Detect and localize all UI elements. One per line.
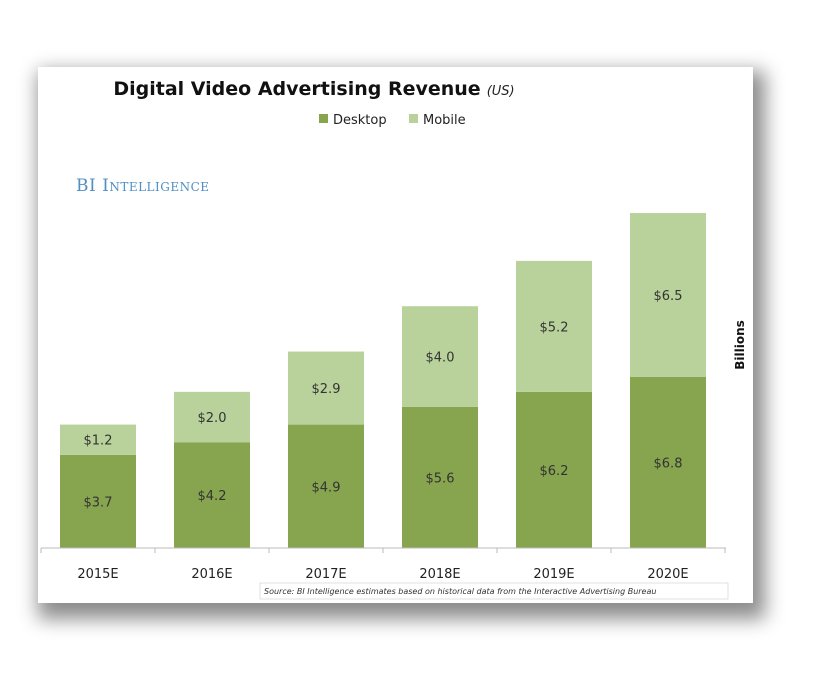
source-box xyxy=(259,582,729,600)
brand-logo: BI Intelligence xyxy=(76,176,210,196)
bar-mobile-2015E xyxy=(60,424,136,455)
bar-mobile-2017E xyxy=(288,351,364,425)
data-label: $4.2 xyxy=(198,489,227,504)
bar-desktop-2017E xyxy=(288,424,364,548)
legend-label-mobile: Mobile xyxy=(423,113,466,128)
data-label: $6.2 xyxy=(540,464,569,479)
x-tick-label: 2018E xyxy=(419,567,460,582)
legend-swatch-mobile xyxy=(409,114,418,123)
chart-card: Digital Video Advertising Revenue (US) De… xyxy=(38,67,753,603)
bar-desktop-2020E xyxy=(630,376,706,548)
x-tick-label: 2015E xyxy=(77,567,118,582)
data-label: $6.8 xyxy=(654,456,683,471)
data-label: $3.7 xyxy=(84,495,113,510)
bar-desktop-2019E xyxy=(516,391,592,548)
bar-desktop-2015E xyxy=(60,454,136,548)
x-tick-label: 2016E xyxy=(191,567,232,582)
x-tick-label: 2019E xyxy=(533,567,574,582)
data-label: $5.2 xyxy=(540,320,569,335)
legend-swatch-desktop xyxy=(319,114,328,123)
source-note: Source: BI Intelligence estimates based … xyxy=(264,587,656,596)
chart-title: Digital Video Advertising Revenue (US) xyxy=(113,78,514,100)
bar-desktop-2016E xyxy=(174,442,250,548)
legend-label-desktop: Desktop xyxy=(333,113,387,128)
chart: Digital Video Advertising Revenue (US) De… xyxy=(40,78,747,600)
data-label: $5.6 xyxy=(426,471,455,486)
y-axis-label: Billions xyxy=(733,320,747,370)
data-label: $6.5 xyxy=(654,289,683,304)
bar-mobile-2019E xyxy=(516,260,592,392)
x-tick-label: 2020E xyxy=(647,567,688,582)
data-label: $2.0 xyxy=(198,411,227,426)
data-label: $1.2 xyxy=(84,434,113,449)
data-label: $4.0 xyxy=(426,351,455,366)
x-tick-label: 2017E xyxy=(305,567,346,582)
bar-mobile-2016E xyxy=(174,391,250,443)
bar-mobile-2020E xyxy=(630,213,706,377)
legend: Desktop Mobile xyxy=(319,113,466,128)
bar-mobile-2018E xyxy=(402,306,478,407)
data-label: $2.9 xyxy=(312,382,341,397)
bar-desktop-2018E xyxy=(402,406,478,548)
data-label: $4.9 xyxy=(312,480,341,495)
